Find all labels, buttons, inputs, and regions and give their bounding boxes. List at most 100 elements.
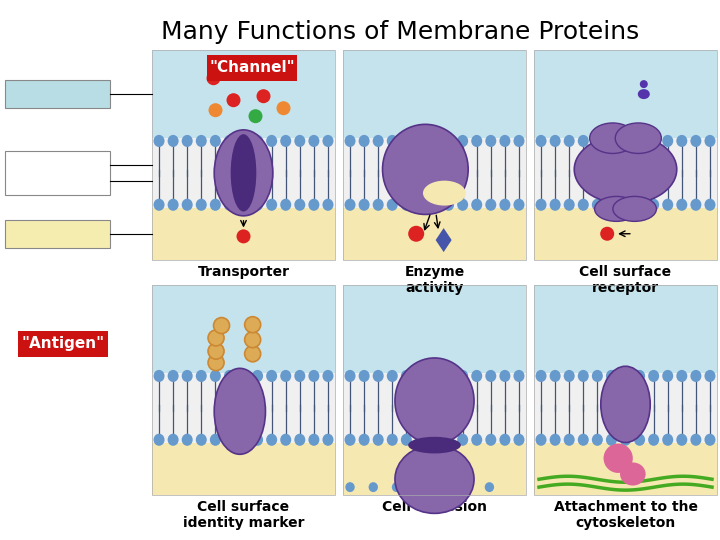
- Bar: [534, 50, 717, 138]
- Ellipse shape: [648, 434, 659, 446]
- Ellipse shape: [215, 368, 266, 454]
- Bar: [534, 442, 717, 495]
- Ellipse shape: [294, 199, 305, 211]
- Ellipse shape: [415, 135, 426, 147]
- Text: Transporter: Transporter: [197, 265, 289, 279]
- Ellipse shape: [266, 370, 277, 382]
- Ellipse shape: [280, 370, 291, 382]
- Ellipse shape: [690, 135, 701, 147]
- Ellipse shape: [704, 370, 716, 382]
- Ellipse shape: [308, 434, 320, 446]
- Ellipse shape: [252, 199, 263, 211]
- Bar: [152, 285, 335, 495]
- Ellipse shape: [704, 199, 716, 211]
- Ellipse shape: [457, 135, 468, 147]
- Bar: [207, 55, 297, 81]
- Bar: [534, 285, 717, 373]
- Ellipse shape: [690, 199, 701, 211]
- Text: Cell adhesion: Cell adhesion: [382, 500, 487, 514]
- Ellipse shape: [592, 370, 603, 382]
- Ellipse shape: [457, 199, 468, 211]
- Bar: [152, 207, 335, 260]
- Ellipse shape: [373, 370, 384, 382]
- Text: Inside: Inside: [34, 227, 81, 241]
- Ellipse shape: [395, 445, 474, 514]
- Ellipse shape: [280, 135, 291, 147]
- Ellipse shape: [280, 199, 291, 211]
- Bar: [343, 285, 526, 373]
- Ellipse shape: [387, 135, 397, 147]
- Ellipse shape: [471, 434, 482, 446]
- Bar: [343, 138, 526, 207]
- Ellipse shape: [600, 227, 614, 241]
- Ellipse shape: [513, 135, 524, 147]
- Ellipse shape: [224, 199, 235, 211]
- Ellipse shape: [676, 199, 688, 211]
- Ellipse shape: [181, 434, 193, 446]
- Ellipse shape: [181, 199, 193, 211]
- Ellipse shape: [592, 199, 603, 211]
- Ellipse shape: [345, 135, 356, 147]
- Ellipse shape: [606, 434, 617, 446]
- Ellipse shape: [549, 199, 561, 211]
- Ellipse shape: [359, 434, 369, 446]
- Ellipse shape: [620, 199, 631, 211]
- Ellipse shape: [236, 230, 251, 244]
- Ellipse shape: [210, 135, 221, 147]
- Ellipse shape: [620, 135, 631, 147]
- Ellipse shape: [153, 135, 165, 147]
- Ellipse shape: [153, 434, 165, 446]
- Bar: [343, 373, 526, 442]
- Ellipse shape: [577, 370, 589, 382]
- Ellipse shape: [224, 370, 235, 382]
- Ellipse shape: [408, 437, 461, 454]
- Ellipse shape: [196, 135, 207, 147]
- Bar: [152, 373, 335, 442]
- Ellipse shape: [600, 366, 650, 442]
- Text: Plasma
membrane: Plasma membrane: [16, 158, 99, 188]
- Ellipse shape: [536, 135, 546, 147]
- Ellipse shape: [168, 199, 179, 211]
- Ellipse shape: [323, 135, 333, 147]
- Bar: [5, 151, 110, 195]
- Ellipse shape: [704, 434, 716, 446]
- Ellipse shape: [215, 130, 273, 216]
- Ellipse shape: [415, 482, 424, 492]
- Ellipse shape: [485, 434, 496, 446]
- Ellipse shape: [266, 135, 277, 147]
- Ellipse shape: [662, 135, 673, 147]
- Ellipse shape: [153, 199, 165, 211]
- Ellipse shape: [638, 89, 649, 99]
- Ellipse shape: [294, 135, 305, 147]
- Ellipse shape: [595, 197, 638, 221]
- Ellipse shape: [276, 101, 290, 115]
- Ellipse shape: [676, 135, 688, 147]
- Ellipse shape: [690, 370, 701, 382]
- Ellipse shape: [429, 370, 440, 382]
- Ellipse shape: [209, 103, 222, 117]
- Ellipse shape: [323, 434, 333, 446]
- Ellipse shape: [387, 370, 397, 382]
- Bar: [534, 50, 717, 260]
- Ellipse shape: [323, 199, 333, 211]
- Ellipse shape: [196, 370, 207, 382]
- Ellipse shape: [359, 370, 369, 382]
- Ellipse shape: [308, 135, 320, 147]
- Ellipse shape: [648, 199, 659, 211]
- Ellipse shape: [634, 370, 645, 382]
- Ellipse shape: [634, 135, 645, 147]
- Ellipse shape: [438, 482, 448, 492]
- Ellipse shape: [208, 355, 224, 370]
- Ellipse shape: [238, 434, 249, 446]
- Bar: [152, 285, 335, 373]
- Ellipse shape: [401, 199, 412, 211]
- Ellipse shape: [640, 80, 648, 88]
- Ellipse shape: [153, 370, 165, 382]
- Ellipse shape: [245, 346, 261, 362]
- Ellipse shape: [245, 316, 261, 333]
- Ellipse shape: [457, 370, 468, 382]
- Ellipse shape: [513, 370, 524, 382]
- Ellipse shape: [401, 434, 412, 446]
- Ellipse shape: [676, 370, 688, 382]
- Ellipse shape: [536, 370, 546, 382]
